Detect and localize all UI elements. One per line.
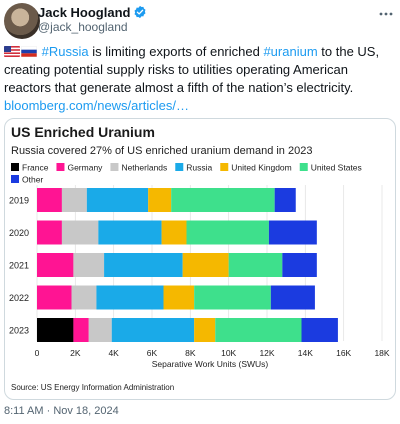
bar-segment [37,188,62,212]
chart-source: Source: US Energy Information Administra… [11,383,174,392]
x-tick-label: 0 [35,348,40,358]
chart-x-axis-title: Separative Work Units (SWUs) [152,359,269,369]
legend-swatch [11,175,19,183]
legend-swatch [110,163,119,171]
bar-segment [228,253,283,277]
bar-segment [61,220,99,245]
y-tick-label: 2023 [9,326,29,336]
bar-segment [111,318,195,342]
tweet-text-part1: is limiting exports of enriched [88,44,264,59]
more-options-button[interactable] [376,4,396,24]
bar-segment [73,253,105,277]
chart-subtitle: Russia covered 27% of US enriched uraniu… [11,145,312,157]
legend-item: Germany [56,163,103,173]
hashtag-uranium[interactable]: #uranium [263,44,318,59]
bar-segment [88,318,112,342]
verified-badge-icon [134,5,146,19]
x-tick-label: 4K [108,348,119,358]
legend-label: France [22,163,49,173]
legend-item: Netherlands [110,163,167,173]
y-tick-label: 2021 [9,261,29,271]
bar-segment [163,285,195,310]
chart-legend: France Germany Netherlands Russia United Kin… [11,163,362,185]
chart-card[interactable]: US Enriched Uranium Russia covered 27% o… [4,118,396,400]
uranium-chart: US Enriched Uranium Russia covered 27% o… [9,124,390,392]
article-link[interactable]: bloomberg.com/news/articles/… [4,98,189,113]
legend-item: United Kingdom [220,163,292,173]
tweet-text: #Russia is limiting exports of enriched … [4,43,396,115]
bar-segment [37,285,72,310]
chart-bars [37,188,338,342]
bar-segment [182,253,229,277]
bar-segment [215,318,302,342]
x-tick-label: 18K [374,348,389,358]
x-tick-label: 14K [298,348,313,358]
legend-label: United Kingdom [231,163,291,173]
x-tick-label: 2K [70,348,81,358]
bar-segment [301,318,338,342]
bar-segment [86,188,149,212]
chart-y-labels: 2019 2020 2021 2022 2023 [9,196,29,336]
bar-segment [268,220,317,245]
bar-segment [37,220,62,245]
y-tick-label: 2019 [9,196,29,206]
bar-segment [98,220,162,245]
bar-segment [282,253,317,277]
chart-x-labels: 0 2K 4K 6K 8K 10K 12K 14K 16K 18K [35,348,390,358]
bar-segment [37,253,74,277]
x-tick-label: 16K [336,348,351,358]
legend-swatch [220,163,229,171]
bar-segment [61,188,87,212]
legend-swatch [56,163,65,171]
legend-item: United States [299,163,362,173]
bar-segment [171,188,275,212]
avatar[interactable] [4,3,40,39]
legend-swatch [299,163,308,171]
legend-item: France [11,163,49,173]
legend-label: Germany [67,163,103,173]
more-options-icon [379,12,393,16]
bar-segment [73,318,89,342]
y-tick-label: 2020 [9,228,29,238]
bar-segment [194,318,216,342]
hashtag-russia[interactable]: #Russia [41,44,89,59]
bar-segment [37,318,74,342]
author-handle[interactable]: @jack_hoogland [38,20,128,34]
bar-segment [186,220,269,245]
legend-label: United States [311,163,362,173]
x-tick-label: 12K [259,348,274,358]
author-display-name[interactable]: Jack Hoogland [38,4,131,20]
legend-swatch [11,163,19,171]
bar-segment [148,188,172,212]
bar-segment [96,285,164,310]
chart-title: US Enriched Uranium [11,124,155,140]
x-tick-label: 6K [147,348,158,358]
legend-item: Other [11,175,43,185]
tweet-text-part2: to the US, creating potential supply ris… [4,44,380,95]
bar-segment [270,285,315,310]
legend-swatch [175,163,184,171]
us-flag-icon [4,46,20,57]
russia-flag-icon [21,46,37,57]
legend-label: Other [22,175,43,185]
bar-segment [194,285,271,310]
legend-label: Netherlands [121,163,167,173]
bar-segment [274,188,296,212]
y-tick-label: 2022 [9,293,29,303]
legend-label: Russia [186,163,212,173]
bar-segment [71,285,97,310]
tweet-timestamp[interactable]: 8:11 AM · Nov 18, 2024 [4,405,119,417]
bar-segment [104,253,183,277]
x-tick-label: 8K [185,348,196,358]
author-name-row: Jack Hoogland [38,4,147,20]
bar-segment [161,220,187,245]
x-tick-label: 10K [221,348,236,358]
legend-item: Russia [175,163,213,173]
